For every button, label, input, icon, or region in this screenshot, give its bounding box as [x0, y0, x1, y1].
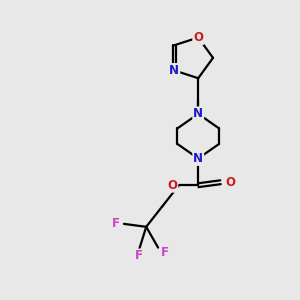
Text: N: N	[193, 152, 203, 165]
Text: N: N	[169, 64, 179, 77]
Text: O: O	[167, 179, 177, 192]
Text: F: F	[112, 218, 120, 230]
Text: O: O	[193, 31, 203, 44]
Text: F: F	[161, 246, 169, 259]
Text: F: F	[135, 250, 143, 262]
Text: N: N	[193, 107, 203, 120]
Text: O: O	[226, 176, 236, 189]
